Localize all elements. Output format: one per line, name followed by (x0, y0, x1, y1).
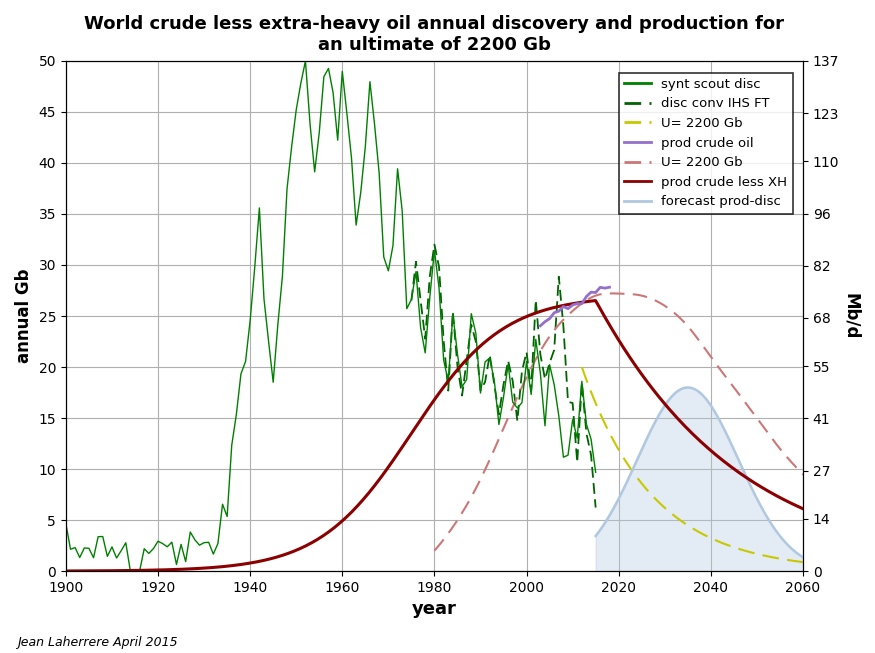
X-axis label: year: year (412, 600, 457, 618)
Legend: synt scout disc, disc conv IHS FT, U= 2200 Gb, prod crude oil, U= 2200 Gb, prod : synt scout disc, disc conv IHS FT, U= 22… (620, 72, 793, 214)
Y-axis label: annual Gb: annual Gb (15, 269, 33, 363)
Text: Jean Laherrere April 2015: Jean Laherrere April 2015 (18, 637, 178, 650)
Title: World crude less extra-heavy oil annual discovery and production for
an ultimate: World crude less extra-heavy oil annual … (84, 15, 784, 54)
Y-axis label: Mb/d: Mb/d (842, 293, 860, 339)
